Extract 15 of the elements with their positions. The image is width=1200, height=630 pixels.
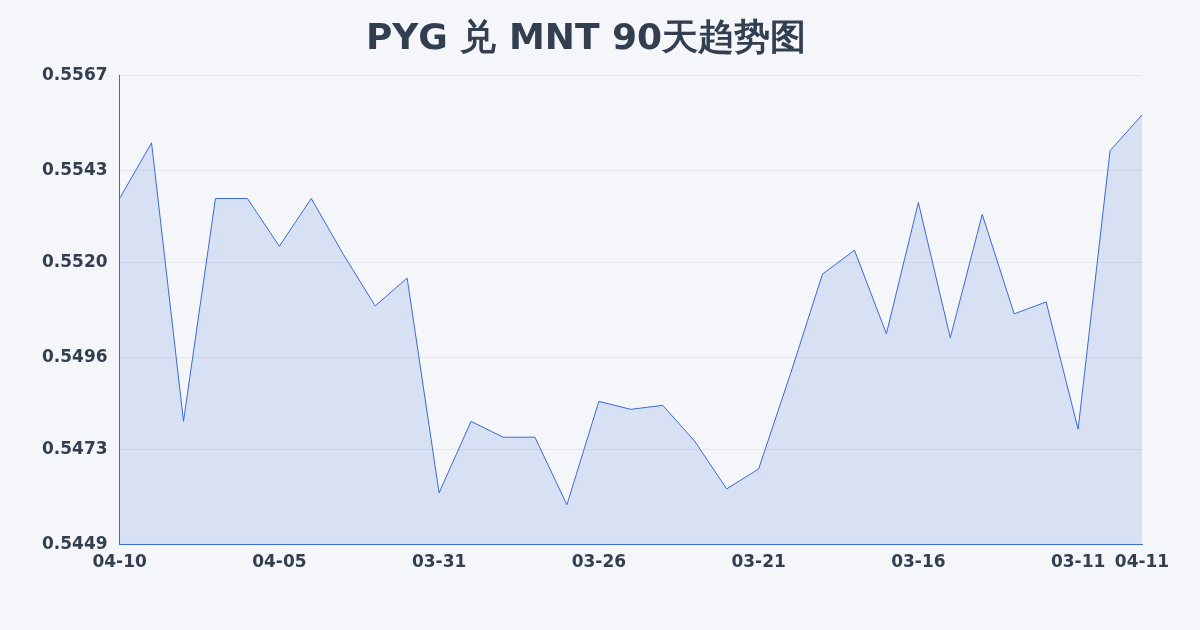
x-tick-label: 03-16 <box>891 551 946 572</box>
y-tick-label: 0.5543 <box>41 159 108 180</box>
y-tick-label: 0.5449 <box>41 533 108 554</box>
x-tick-label: 03-26 <box>571 551 627 572</box>
x-tick-label: 03-21 <box>731 551 786 572</box>
y-tick-label: 0.5567 <box>41 63 108 84</box>
x-tick-label: 04-10 <box>92 551 147 572</box>
x-tick-label: 03-31 <box>411 551 467 572</box>
x-tick-label: 04-05 <box>252 551 307 572</box>
chart-title: PYG 兑 MNT 90天趋势图 <box>365 15 807 57</box>
y-tick-label: 0.5520 <box>41 250 108 271</box>
x-tick-label: 04-11 <box>1114 551 1170 572</box>
y-tick-label: 0.5473 <box>41 437 108 458</box>
y-tick-label: 0.5496 <box>41 346 108 367</box>
x-tick-label: 03-11 <box>1050 551 1106 572</box>
